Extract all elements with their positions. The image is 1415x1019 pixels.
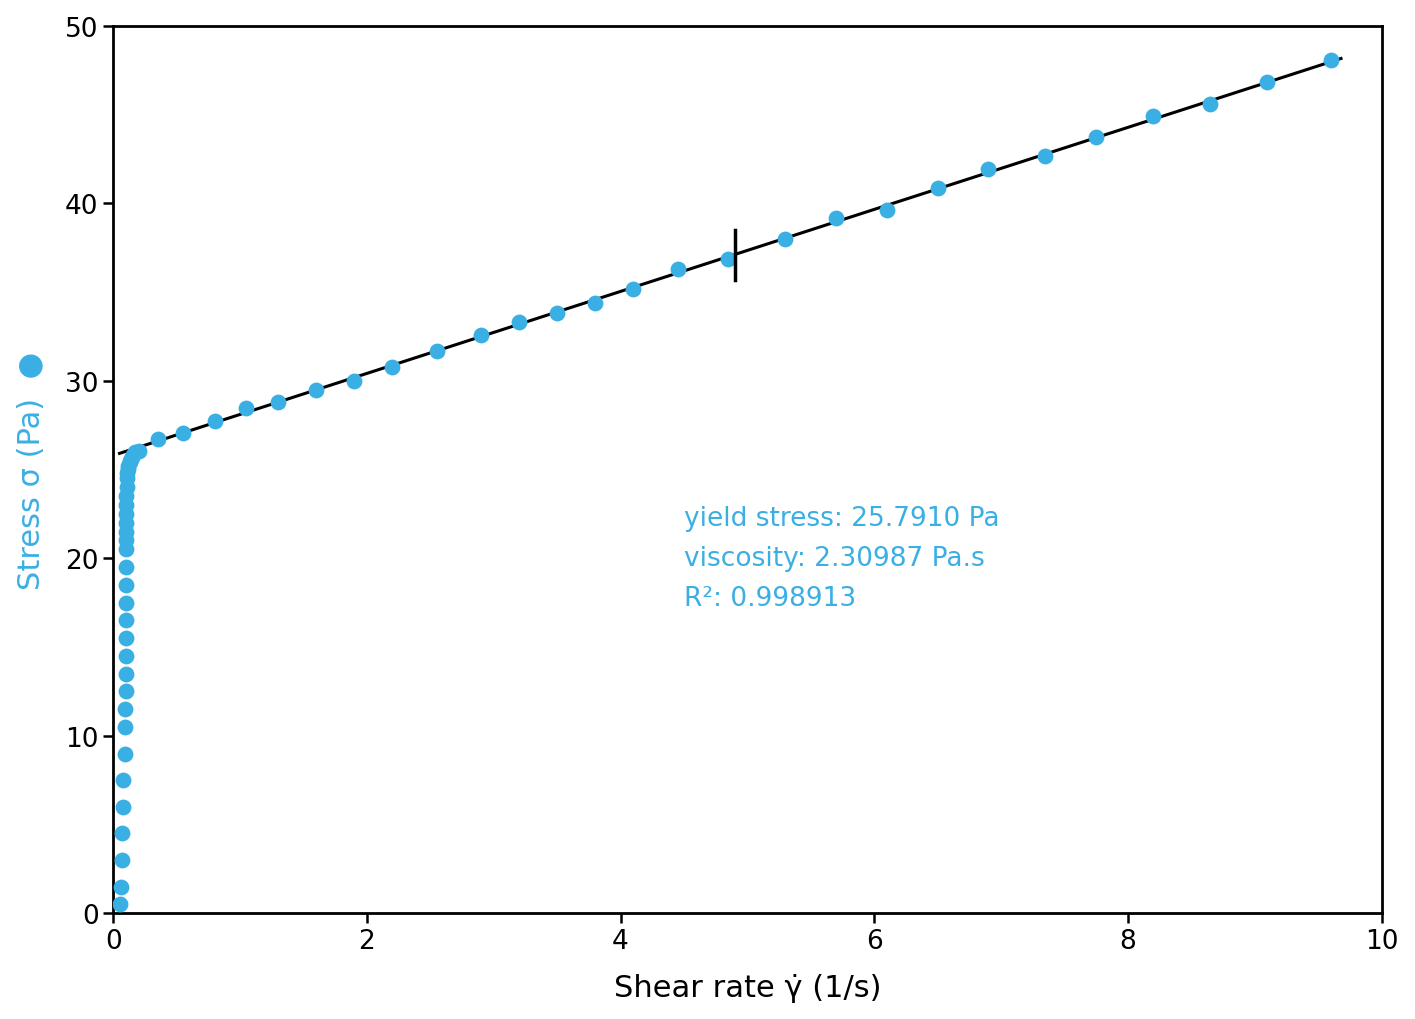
Point: [235, 400, 258, 417]
Point: [120, 451, 143, 468]
Point: [717, 252, 740, 268]
Point: [1199, 97, 1221, 113]
Point: [112, 799, 134, 815]
Point: [117, 462, 140, 478]
Point: [115, 506, 137, 523]
Point: [1085, 130, 1108, 147]
Point: [115, 595, 137, 611]
Point: [584, 297, 607, 313]
Point: [113, 746, 136, 762]
Point: [115, 542, 137, 558]
Point: [1257, 74, 1279, 91]
Point: [123, 444, 146, 461]
Point: [666, 262, 689, 278]
Point: [116, 480, 139, 496]
Point: [115, 515, 137, 531]
Point: [115, 684, 137, 700]
Point: [116, 471, 139, 487]
Point: [146, 431, 168, 447]
Point: [115, 631, 137, 647]
Point: [110, 852, 133, 868]
Point: [112, 772, 134, 789]
Point: [109, 878, 132, 895]
X-axis label: Shear rate γ̇ (1/s): Shear rate γ̇ (1/s): [614, 973, 882, 1003]
Point: [876, 202, 899, 218]
Point: [267, 394, 290, 411]
Point: [978, 161, 1000, 177]
Point: [115, 497, 137, 514]
Point: [774, 231, 797, 248]
Point: [113, 701, 136, 717]
Point: [116, 466, 139, 482]
Point: [927, 180, 949, 197]
Point: [120, 449, 143, 466]
Point: [115, 533, 137, 549]
Point: [122, 447, 144, 464]
Point: [204, 413, 226, 429]
Point: [110, 825, 133, 842]
Point: [470, 327, 492, 343]
Point: [108, 897, 130, 913]
Point: [127, 443, 150, 460]
Point: [115, 648, 137, 664]
Point: [1142, 108, 1165, 124]
Point: [115, 524, 137, 540]
Point: [115, 559, 137, 576]
Point: [119, 454, 142, 471]
Point: [115, 577, 137, 593]
Point: [117, 459, 140, 475]
Point: [1320, 52, 1343, 68]
Point: [115, 612, 137, 629]
Point: [119, 453, 142, 470]
Point: [304, 382, 327, 398]
Point: [508, 314, 531, 330]
Point: [115, 665, 137, 682]
Point: [113, 719, 136, 736]
Y-axis label: Stress σ (Pa)  ●: Stress σ (Pa) ●: [17, 351, 45, 589]
Point: [546, 306, 569, 322]
Point: [342, 374, 365, 390]
Point: [623, 282, 645, 299]
Point: [825, 211, 848, 227]
Text: yield stress: 25.7910 Pa
viscosity: 2.30987 Pa.s
R²: 0.998913: yield stress: 25.7910 Pa viscosity: 2.30…: [683, 505, 999, 611]
Point: [381, 360, 403, 376]
Point: [1034, 149, 1057, 165]
Point: [426, 343, 449, 360]
Point: [171, 426, 194, 442]
Point: [115, 488, 137, 504]
